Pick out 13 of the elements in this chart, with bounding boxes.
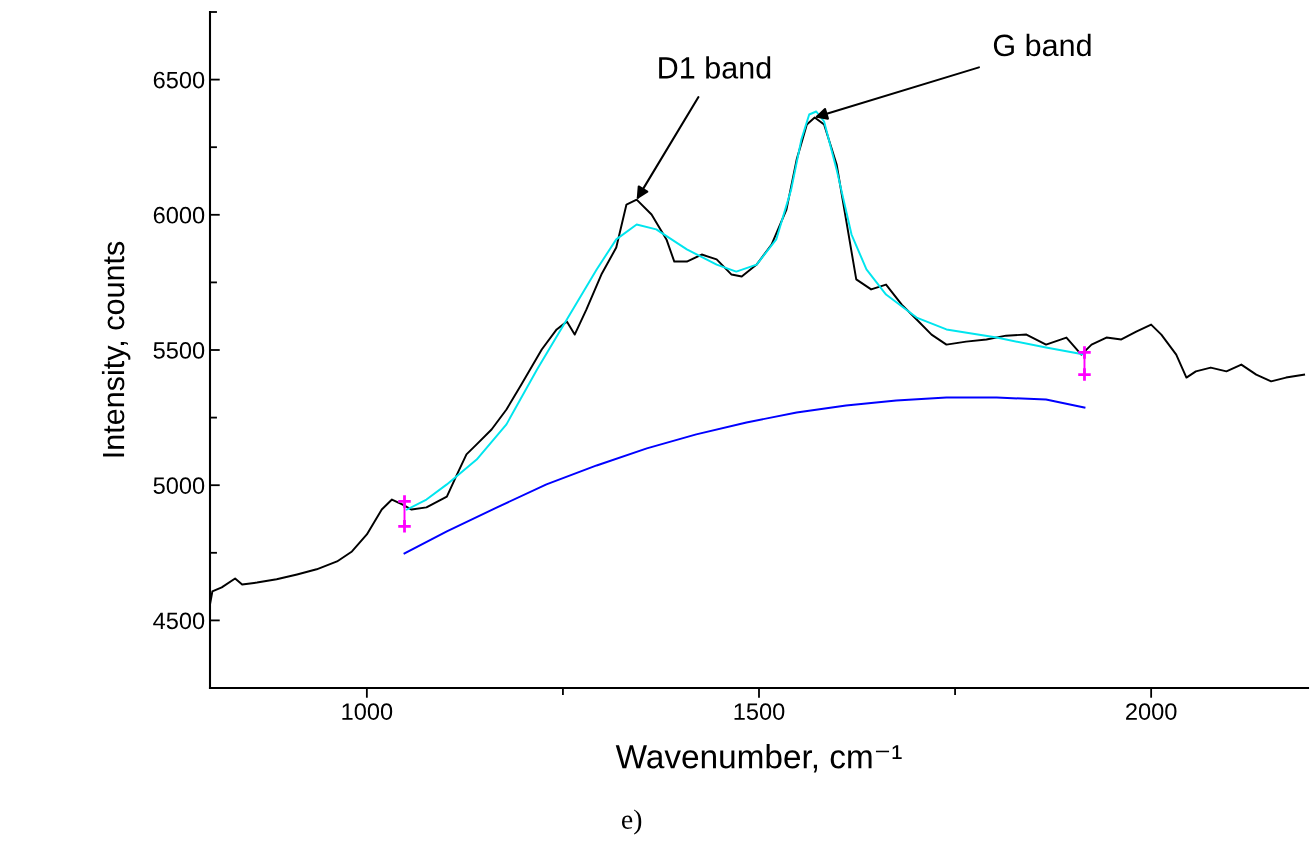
x-axis-title: Wavenumber, cm⁻¹ [615, 744, 902, 773]
x-tick-label: 1500 [734, 703, 785, 720]
y-axis-title: Intensity, counts [101, 241, 131, 457]
y-tick-label: 5000 [153, 477, 205, 494]
annotation: D1 band [659, 56, 771, 79]
y-tick-label: 6500 [153, 71, 205, 89]
y-tick-label: 6000 [153, 206, 205, 224]
x-tick-label: 2000 [1126, 703, 1177, 720]
y-tick-label: 5500 [153, 342, 205, 359]
annotation: G band [993, 33, 1091, 57]
text: e) [621, 809, 642, 835]
y-tick-label: 4500 [153, 612, 205, 630]
x-tick-label: 1000 [342, 703, 393, 720]
